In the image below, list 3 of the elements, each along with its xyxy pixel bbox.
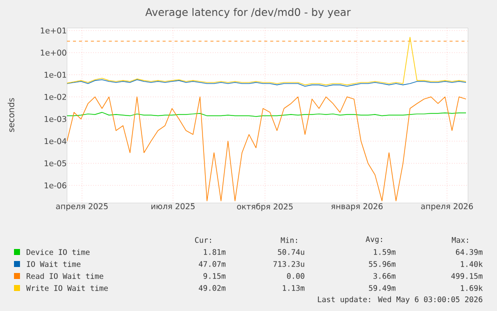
- y-axis-title: seconds: [8, 98, 14, 132]
- chart-title: Average latency for /dev/md0 - by year: [145, 8, 351, 18]
- line-series: [67, 96, 466, 202]
